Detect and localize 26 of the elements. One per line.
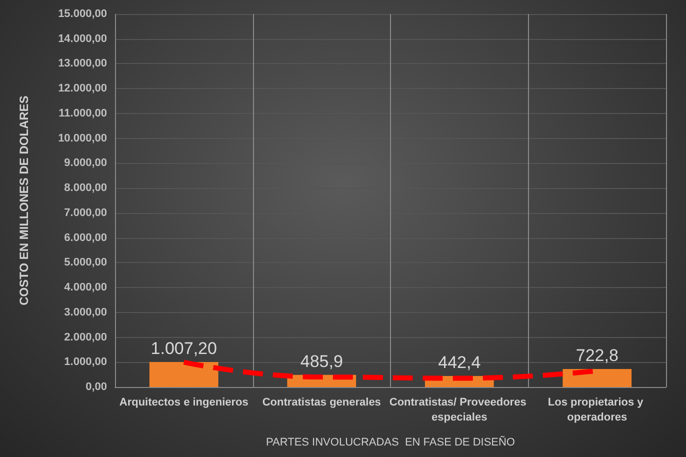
y-tick-label: 6.000,00 — [64, 232, 107, 244]
y-tick-label: 3.000,00 — [64, 306, 107, 318]
y-tick-label: 2.000,00 — [64, 331, 107, 344]
y-tick-label: 1.000,00 — [64, 356, 107, 368]
x-tick-label: Contratistas generales — [262, 396, 381, 408]
y-tick-label: 14.000,00 — [58, 32, 107, 45]
y-tick-label: 15.000,00 — [58, 8, 107, 20]
y-tick-label: 4.000,00 — [64, 282, 107, 294]
y-tick-label: 12.000,00 — [58, 82, 107, 95]
x-tick-label: Contratistas/ Proveedores especiales — [389, 396, 530, 424]
data-label: 722,8 — [576, 346, 618, 366]
data-label: 1.007,20 — [150, 338, 217, 358]
x-tick-label: Los propietarios y operadores — [548, 396, 646, 424]
y-tick-label: 0,00 — [86, 381, 107, 393]
y-tick-label: 13.000,00 — [58, 58, 107, 70]
y-axis-title: COSTO EN MILLONES DE DOLARES — [17, 96, 31, 306]
y-tick-label: 9.000,00 — [64, 157, 107, 170]
x-axis-title: PARTES INVOLUCRADAS EN FASE DE DISEÑO — [266, 436, 516, 448]
y-tick-label: 5.000,00 — [64, 256, 107, 269]
y-tick-label: 7.000,00 — [64, 206, 107, 219]
y-tick-label: 11.000,00 — [58, 107, 107, 120]
y-tick-label: 10.000,00 — [58, 132, 107, 144]
data-label: 485,9 — [300, 352, 343, 371]
x-tick-label: Arquitectos e ingenieros — [119, 396, 248, 408]
y-tick-label: 8.000,00 — [64, 182, 107, 194]
data-label: 442,4 — [438, 353, 481, 372]
